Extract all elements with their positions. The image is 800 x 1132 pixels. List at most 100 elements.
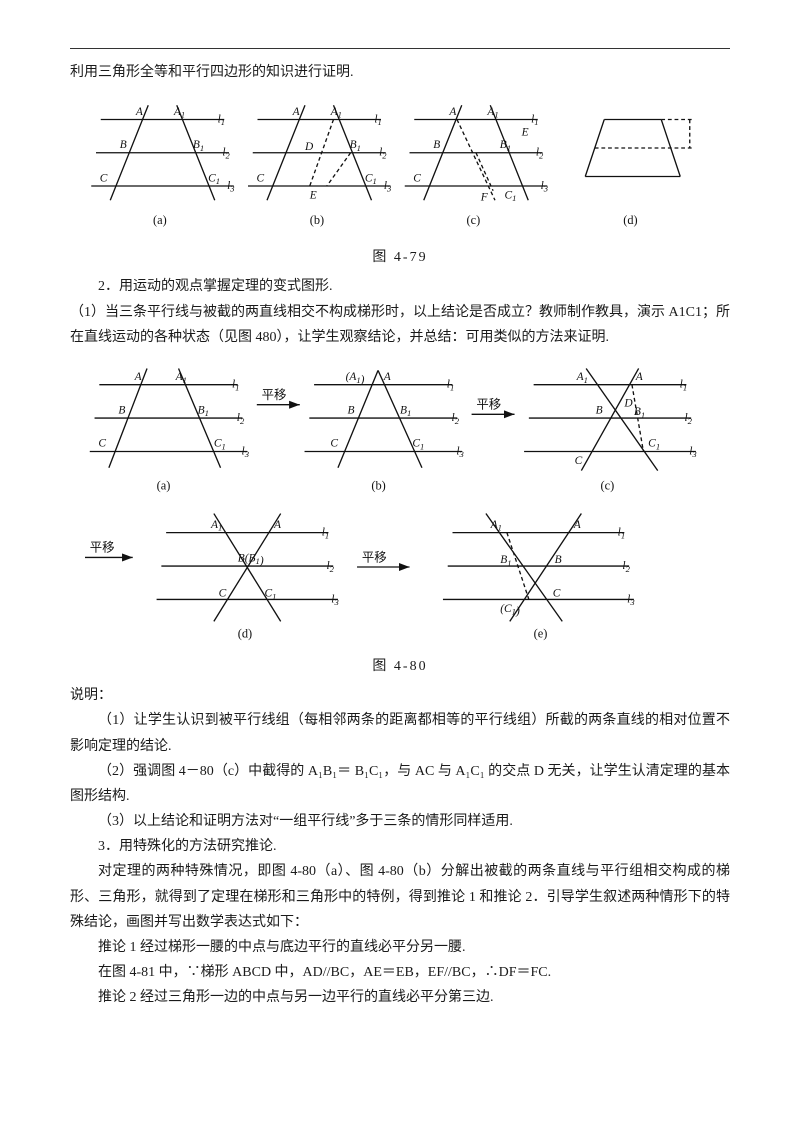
svg-text:A: A: [573, 519, 582, 531]
fig80-label-b: (b): [371, 479, 385, 493]
fig79-label-d: (d): [623, 213, 637, 227]
svg-text:B1: B1: [350, 139, 361, 153]
svg-text:l2: l2: [452, 412, 460, 426]
svg-text:C: C: [219, 588, 227, 600]
svg-text:A1: A1: [175, 371, 187, 385]
svg-text:B(B1): B(B1): [238, 552, 264, 567]
svg-text:l1: l1: [618, 526, 625, 540]
section2-title: 2．用运动的观点掌握定理的变式图形.: [70, 274, 730, 299]
svg-text:A: A: [134, 371, 143, 383]
svg-text:l3: l3: [456, 445, 463, 459]
svg-text:B1: B1: [500, 554, 511, 568]
svg-text:F: F: [480, 191, 489, 203]
svg-text:C: C: [100, 172, 108, 184]
svg-text:C: C: [575, 455, 583, 467]
fig79-label-a: (a): [153, 213, 167, 227]
shift-label-1: 平移: [262, 388, 287, 402]
svg-text:l2: l2: [536, 147, 544, 161]
svg-text:B1: B1: [500, 139, 511, 153]
svg-text:l1: l1: [322, 526, 329, 540]
svg-text:C: C: [98, 438, 106, 450]
figure-4-79-caption: 图 4-79: [70, 245, 730, 270]
svg-text:B1: B1: [634, 406, 645, 420]
svg-text:l1: l1: [218, 114, 225, 128]
explain-p3: （3）以上结论和证明方法对“一组平行线”多于三条的情形同样适用.: [70, 809, 730, 834]
svg-text:B: B: [596, 404, 603, 416]
corollary1: 推论 1 经过梯形一腰的中点与底边平行的直线必平分另一腰.: [70, 935, 730, 960]
svg-text:B: B: [433, 139, 440, 151]
svg-text:l2: l2: [379, 147, 387, 161]
svg-text:C: C: [413, 172, 421, 184]
figure-4-80-svg: A A1 B B1 C C1 l1 l2 l3 (a) 平移: [85, 356, 715, 652]
svg-text:C1: C1: [505, 190, 517, 204]
svg-text:l3: l3: [331, 593, 338, 607]
svg-text:C: C: [257, 172, 265, 184]
explain-title: 说明：: [70, 683, 730, 708]
page: 利用三角形全等和平行四边形的知识进行证明. A A1 B B1: [0, 0, 800, 1132]
figure-4-80-caption: 图 4-80: [70, 654, 730, 679]
svg-text:A1: A1: [210, 519, 222, 533]
figure-4-80: A A1 B B1 C C1 l1 l2 l3 (a) 平移: [70, 356, 730, 679]
svg-text:B1: B1: [400, 404, 411, 418]
svg-text:l3: l3: [227, 180, 234, 194]
svg-text:C1: C1: [208, 172, 220, 186]
svg-text:A1: A1: [173, 106, 185, 120]
svg-text:l1: l1: [447, 378, 454, 392]
svg-text:C1: C1: [214, 438, 226, 452]
section3-title: 3．用特殊化的方法研究推论.: [70, 834, 730, 859]
svg-text:B1: B1: [198, 404, 209, 418]
section3-p1: 对定理的两种特殊情况，即图 4-80（a）、图 4-80（b）分解出被截的两条直…: [70, 859, 730, 935]
svg-text:A: A: [635, 371, 644, 383]
svg-text:D: D: [623, 398, 633, 410]
svg-text:l1: l1: [680, 378, 687, 392]
svg-text:A: A: [292, 106, 300, 118]
svg-text:C1: C1: [648, 438, 660, 452]
svg-text:C1: C1: [365, 172, 377, 186]
svg-text:l3: l3: [242, 445, 249, 459]
svg-text:l2: l2: [237, 412, 245, 426]
svg-text:(A1): (A1): [346, 371, 365, 386]
explain-p2: （2）强调图 4－80（c）中截得的 A₁B₁＝ B₁C₁，与 AC 与 A₁C…: [70, 759, 730, 809]
svg-text:l2: l2: [622, 560, 630, 574]
figure-4-79-svg: A A1 B B1 C C1 l1 l2 l3 (a): [85, 91, 715, 243]
fig79-label-b: (b): [310, 213, 324, 227]
shift-label-2: 平移: [476, 397, 501, 411]
svg-text:E: E: [521, 127, 529, 139]
svg-text:A1: A1: [576, 371, 588, 385]
svg-text:l1: l1: [232, 378, 239, 392]
svg-text:A: A: [383, 371, 392, 383]
svg-text:C1: C1: [412, 438, 424, 452]
svg-text:A1: A1: [490, 519, 502, 533]
svg-text:A1: A1: [486, 106, 498, 120]
svg-text:l2: l2: [684, 412, 692, 426]
corollary1-eq: 在图 4-81 中，∵梯形 ABCD 中，AD//BC，AE＝EB，EF//BC…: [70, 960, 730, 985]
fig80-label-d: (d): [238, 627, 252, 641]
svg-text:l2: l2: [327, 560, 335, 574]
fig80-label-c: (c): [600, 479, 614, 493]
corollary2: 推论 2 经过三角形一边的中点与另一边平行的直线必平分第三边.: [70, 985, 730, 1010]
svg-text:l3: l3: [627, 593, 634, 607]
section2-p1: （1）当三条平行线与被截的两直线相交不构成梯形时，以上结论是否成立？教师制作教具…: [70, 300, 730, 350]
svg-text:E: E: [309, 190, 317, 202]
svg-text:D: D: [304, 141, 314, 153]
svg-text:l3: l3: [384, 180, 391, 194]
svg-text:C: C: [330, 438, 338, 450]
svg-text:A1: A1: [330, 106, 342, 120]
shift-label-3: 平移: [90, 541, 115, 555]
svg-text:C: C: [553, 588, 561, 600]
svg-text:l3: l3: [689, 445, 696, 459]
fig80-label-e: (e): [534, 627, 548, 641]
svg-text:A: A: [273, 519, 282, 531]
svg-text:(C1): (C1): [500, 603, 520, 618]
svg-text:l1: l1: [374, 114, 381, 128]
svg-text:l2: l2: [222, 147, 230, 161]
fig79-label-c: (c): [467, 213, 481, 227]
svg-text:l1: l1: [531, 114, 538, 128]
explain-p1: （1）让学生认识到被平行线组（每相邻两条的距离都相等的平行线组）所截的两条直线的…: [70, 708, 730, 758]
svg-text:B: B: [120, 139, 127, 151]
svg-text:B1: B1: [193, 139, 204, 153]
svg-text:B: B: [348, 404, 355, 416]
intro-line: 利用三角形全等和平行四边形的知识进行证明.: [70, 60, 730, 85]
svg-text:B: B: [118, 404, 125, 416]
shift-label-4: 平移: [362, 550, 387, 564]
